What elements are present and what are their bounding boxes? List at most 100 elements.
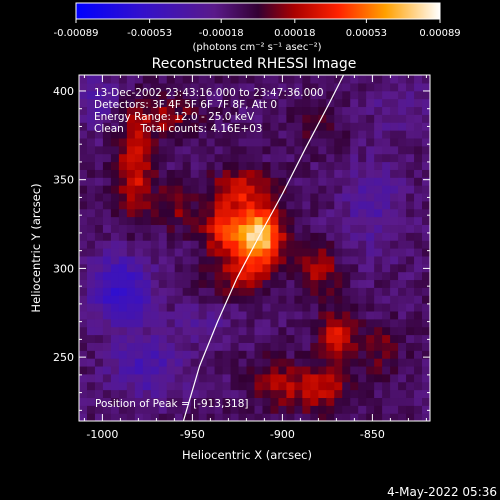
heatmap-cell <box>214 334 224 343</box>
heatmap-cell <box>166 208 176 218</box>
heatmap-cell <box>398 413 407 421</box>
heatmap-cell <box>406 82 415 92</box>
heatmap-cell <box>174 350 184 359</box>
heatmap-cell <box>390 98 399 108</box>
heatmap-cell <box>118 185 128 194</box>
heatmap-cell <box>86 358 96 367</box>
heatmap-cell <box>198 114 208 123</box>
heatmap-cell <box>110 255 120 265</box>
heatmap-cell <box>262 279 272 288</box>
heatmap-cell <box>142 200 152 210</box>
heatmap-cell <box>214 303 224 312</box>
heatmap-cell <box>238 318 248 328</box>
heatmap-cell <box>166 413 176 421</box>
heatmap-cell <box>134 208 144 218</box>
heatmap-cell <box>318 137 327 147</box>
heatmap-cell <box>158 75 168 84</box>
colorbar-ticks: -0.00089 -0.00053 -0.00018 0.00018 0.00053 0.… <box>54 19 461 39</box>
heatmap-cell <box>310 106 319 115</box>
heatmap-cell <box>238 373 248 383</box>
heatmap-cell <box>318 287 327 296</box>
heatmap-cell <box>318 358 327 367</box>
heatmap-cell <box>398 365 407 375</box>
heatmap-cell <box>302 405 311 414</box>
heatmap-cell <box>158 397 168 406</box>
heatmap-cell <box>102 381 112 391</box>
heatmap-cell <box>286 90 295 100</box>
heatmap-cell <box>238 358 248 367</box>
heatmap-cell <box>198 161 208 170</box>
heatmap-cell <box>294 98 303 108</box>
heatmap-cell <box>134 389 144 399</box>
heatmap-cell <box>174 192 184 202</box>
heatmap-cell <box>86 106 96 115</box>
heatmap-cell <box>278 342 288 351</box>
heatmap-cell <box>238 413 248 421</box>
heatmap-cell <box>302 185 311 194</box>
heatmap-cell <box>190 255 200 265</box>
heatmap-cell <box>94 240 104 249</box>
heatmap-cell <box>374 75 383 84</box>
heatmap-cell <box>110 248 120 257</box>
heatmap-cell <box>158 405 168 414</box>
heatmap-cell <box>222 177 232 186</box>
heatmap-cell <box>158 192 168 202</box>
heatmap-cell <box>270 326 280 336</box>
heatmap-cell <box>150 342 160 351</box>
heatmap-cell <box>270 122 280 131</box>
heatmap-cell <box>158 271 168 281</box>
heatmap-cell <box>94 303 104 312</box>
heatmap-cell <box>318 161 327 170</box>
heatmap-cell <box>222 75 232 84</box>
heatmap-cell <box>222 200 232 210</box>
heatmap-cell <box>126 240 136 249</box>
heatmap-cell <box>118 326 128 336</box>
heatmap-cell <box>294 75 303 84</box>
heatmap-cell <box>166 153 176 163</box>
heatmap-cell <box>198 365 208 375</box>
heatmap-cell <box>318 122 327 131</box>
heatmap-cell <box>134 373 144 383</box>
heatmap-cell <box>182 130 192 139</box>
heatmap-cell <box>382 82 391 92</box>
heatmap-cell <box>254 130 264 139</box>
heatmap-cell <box>358 248 367 257</box>
heatmap-cell <box>230 310 240 320</box>
heatmap-cell <box>398 200 407 210</box>
heatmap-cell <box>142 90 152 100</box>
heatmap-cell <box>270 358 280 367</box>
heatmap-cell <box>150 145 160 155</box>
heatmap-cell <box>79 114 88 123</box>
heatmap-cell <box>302 224 311 233</box>
heatmap-cell <box>302 342 311 351</box>
heatmap-cell <box>190 413 200 421</box>
heatmap-cell <box>110 326 120 336</box>
heatmap-cell <box>318 295 327 304</box>
heatmap-cell <box>294 192 303 202</box>
heatmap-cell <box>214 342 224 351</box>
heatmap-cell <box>190 240 200 249</box>
heatmap-cell <box>214 114 224 123</box>
heatmap-cell <box>422 224 430 233</box>
heatmap-cell <box>254 106 264 115</box>
x-tick-label: -1000 <box>86 428 118 441</box>
heatmap-cell <box>86 114 96 123</box>
heatmap-cell <box>406 413 415 421</box>
heatmap-cell <box>254 365 264 375</box>
heatmap-cell <box>190 192 200 202</box>
heatmap-cell <box>238 303 248 312</box>
heatmap-cell <box>302 153 311 163</box>
heatmap-cell <box>174 114 184 123</box>
heatmap-cell <box>318 75 327 84</box>
heatmap-cell <box>374 90 383 100</box>
heatmap-cell <box>158 263 168 273</box>
heatmap-cell <box>326 405 335 414</box>
heatmap-cell <box>214 137 224 147</box>
heatmap-cell <box>94 334 104 343</box>
heatmap-cell <box>318 365 327 375</box>
heatmap-cell <box>414 350 423 359</box>
heatmap-cell <box>214 82 224 92</box>
heatmap-cell <box>350 240 359 249</box>
heatmap-cell <box>102 287 112 296</box>
heatmap-cell <box>406 334 415 343</box>
